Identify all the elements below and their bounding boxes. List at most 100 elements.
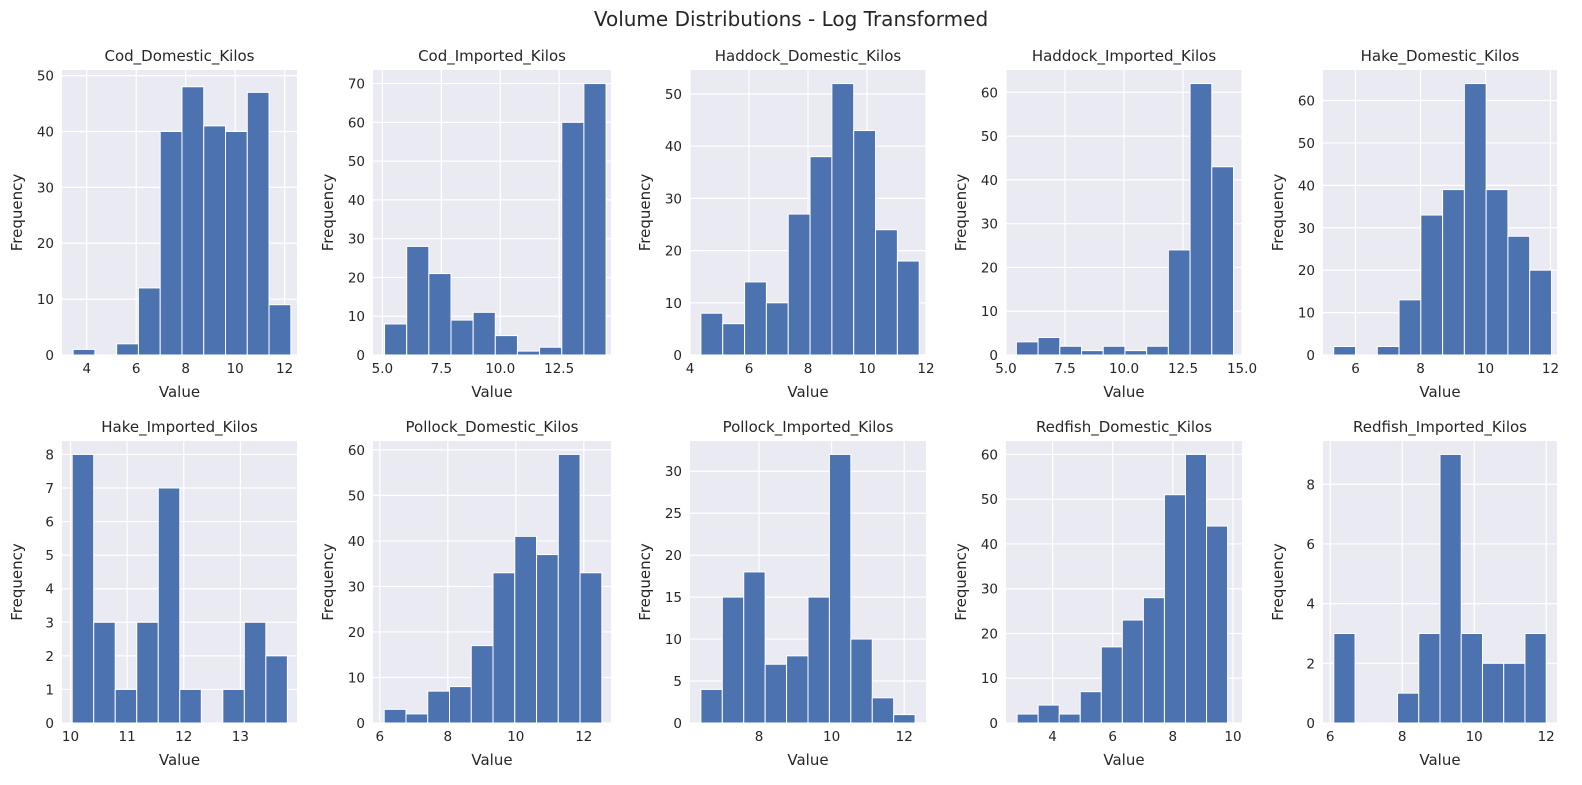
y-tick-label: 60 bbox=[348, 115, 365, 131]
y-tick-label: 8 bbox=[45, 447, 54, 463]
y-tick-label: 30 bbox=[348, 232, 365, 248]
y-tick-label: 50 bbox=[665, 87, 682, 103]
x-tick-label: 10 bbox=[507, 729, 524, 745]
y-tick-label: 60 bbox=[981, 447, 998, 463]
panel-title: Pollock_Domestic_Kilos bbox=[406, 418, 579, 437]
histogram-bar bbox=[579, 572, 603, 724]
x-axis-label: Value bbox=[159, 383, 200, 401]
histogram-bar bbox=[871, 697, 895, 724]
histogram-bar bbox=[1481, 662, 1505, 724]
x-tick-label: 8 bbox=[444, 729, 453, 745]
y-tick-label: 4 bbox=[45, 582, 54, 598]
histogram-bar bbox=[1333, 346, 1356, 356]
x-tick-label: 5.0 bbox=[995, 361, 1016, 377]
x-tick-label: 8 bbox=[755, 729, 764, 745]
x-tick-label: 6 bbox=[132, 361, 141, 377]
histogram-bar bbox=[1059, 345, 1083, 356]
histogram-bar bbox=[1442, 189, 1465, 356]
y-tick-label: 0 bbox=[989, 348, 998, 364]
histogram-bar bbox=[406, 245, 430, 356]
y-tick-label: 1 bbox=[45, 682, 54, 698]
x-tick-label: 4 bbox=[686, 361, 695, 377]
y-tick-label: 30 bbox=[1298, 221, 1315, 237]
y-tick-label: 20 bbox=[348, 270, 365, 286]
histogram-bar bbox=[831, 83, 855, 356]
y-tick-label: 20 bbox=[348, 625, 365, 641]
x-tick-label: 12 bbox=[175, 729, 192, 745]
panel-title: Hake_Imported_Kilos bbox=[101, 418, 258, 437]
y-tick-label: 50 bbox=[348, 488, 365, 504]
y-tick-label: 0 bbox=[673, 348, 682, 364]
histogram-bar bbox=[265, 655, 288, 724]
x-axis-label: Value bbox=[1419, 751, 1460, 769]
y-tick-label: 20 bbox=[665, 244, 682, 260]
x-tick-label: 12.5 bbox=[1168, 361, 1198, 377]
y-tick-label: 5 bbox=[45, 548, 54, 564]
x-tick-label: 13 bbox=[232, 729, 249, 745]
y-tick-label: 40 bbox=[1298, 178, 1315, 194]
y-tick-label: 60 bbox=[981, 85, 998, 101]
y-axis-label: Frequency bbox=[952, 174, 970, 252]
histogram-bar bbox=[875, 229, 898, 356]
y-tick-label: 40 bbox=[37, 124, 54, 140]
x-tick-label: 8 bbox=[1169, 729, 1178, 745]
x-axis-label: Value bbox=[1103, 751, 1144, 769]
y-tick-label: 8 bbox=[1306, 477, 1315, 493]
x-tick-label: 8 bbox=[1416, 361, 1425, 377]
y-tick-label: 0 bbox=[45, 348, 54, 364]
panel-title: Haddock_Imported_Kilos bbox=[1032, 47, 1217, 66]
histogram-bar bbox=[383, 708, 407, 724]
histogram-bar bbox=[536, 554, 559, 724]
histogram-bar bbox=[1507, 235, 1531, 356]
histogram-bar bbox=[1524, 632, 1547, 724]
panels: 4 6 8 10 1201020304050Cod_Domestic_KilosValu… bbox=[8, 47, 1559, 769]
y-tick-label: 25 bbox=[665, 506, 682, 522]
y-tick-label: 60 bbox=[1298, 94, 1315, 110]
histogram-bar bbox=[405, 713, 429, 724]
x-axis-label: Value bbox=[159, 751, 200, 769]
y-tick-label: 10 bbox=[981, 671, 998, 687]
histogram-bar bbox=[203, 125, 227, 356]
x-tick-label: 15.0 bbox=[1227, 361, 1257, 377]
y-tick-label: 40 bbox=[981, 537, 998, 553]
histogram-bar bbox=[1079, 691, 1102, 724]
y-tick-label: 0 bbox=[356, 348, 365, 364]
x-tick-label: 10 bbox=[1224, 729, 1241, 745]
x-tick-label: 6 bbox=[745, 361, 754, 377]
histogram-bar bbox=[159, 130, 183, 356]
y-tick-label: 20 bbox=[981, 626, 998, 642]
histogram-bar bbox=[1398, 299, 1422, 356]
y-tick-label: 50 bbox=[348, 154, 365, 170]
x-tick-label: 10 bbox=[227, 361, 244, 377]
histogram-bar bbox=[179, 688, 202, 724]
x-tick-label: 12 bbox=[575, 729, 592, 745]
y-tick-label: 20 bbox=[665, 548, 682, 564]
histogram-bar bbox=[181, 86, 205, 356]
histogram-panel: 6 8 10 12 0 10 20 30 40 50 60 Hake_Domestic_Kilos Va… bbox=[1269, 47, 1559, 401]
y-tick-label: 10 bbox=[1298, 306, 1315, 322]
panel-title: Cod_Domestic_Kilos bbox=[104, 47, 254, 66]
y-tick-label: 6 bbox=[1306, 537, 1315, 553]
histogram-panel: 5.0 7.5 10.0 12.5 15.0 0 10 20 30 40 50 60 Haddock_I… bbox=[952, 47, 1257, 401]
x-axis-label: Value bbox=[1103, 383, 1144, 401]
y-axis-label: Frequency bbox=[319, 174, 337, 252]
histogram-bar bbox=[268, 304, 292, 356]
histogram-bar bbox=[1485, 189, 1509, 356]
histogram-bar bbox=[1529, 269, 1552, 356]
histogram-bar bbox=[807, 596, 830, 724]
y-tick-label: 20 bbox=[981, 260, 998, 276]
panel-title: Pollock_Imported_Kilos bbox=[723, 418, 894, 437]
histogram-bar bbox=[514, 535, 538, 724]
y-tick-label: 30 bbox=[981, 217, 998, 233]
histogram-panel: 4 6 8 10 12 0 10 20 30 40 50 Cod_Domestic_Kilos Valu… bbox=[8, 47, 297, 401]
histogram-bar bbox=[1211, 166, 1235, 356]
x-axis-label: Value bbox=[471, 383, 512, 401]
histogram-bar bbox=[492, 572, 516, 724]
histogram-panel: 10 11 12 13012345678Hake_Imported_KilosValu… bbox=[8, 418, 297, 769]
x-tick-label: 5.0 bbox=[372, 361, 393, 377]
y-tick-label: 10 bbox=[348, 670, 365, 686]
y-axis-label: Frequency bbox=[8, 543, 26, 621]
histogram-bar bbox=[1102, 345, 1126, 356]
histogram-bar bbox=[700, 688, 723, 724]
